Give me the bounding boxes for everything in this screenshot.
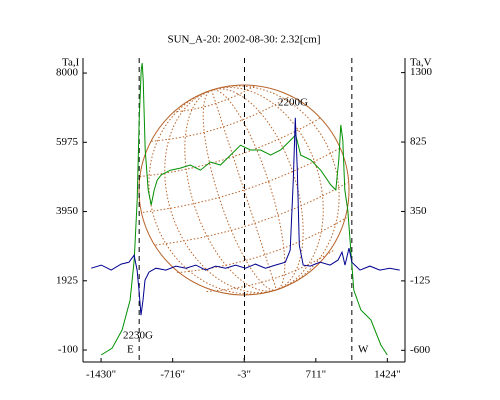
y2-tick-label: -600: [410, 344, 431, 356]
x-tick-label: 1424": [374, 369, 401, 381]
y2-axis-label: Ta,V: [410, 57, 432, 69]
y-tick-label: 3950: [56, 205, 79, 217]
annotation: E: [127, 344, 134, 356]
axes-frame: [82, 58, 406, 363]
y-tick-label: 5975: [56, 136, 79, 148]
annotation: 2230G: [123, 330, 153, 342]
x-tick-label: -3": [237, 369, 251, 381]
y2-tick-label: 825: [410, 136, 427, 148]
x-tick-label: -1430": [86, 369, 116, 381]
annotation: 2200G: [278, 97, 308, 109]
annotation: W: [358, 344, 369, 356]
chart-title: SUN_A-20: 2002-08-30: 2.32[cm]: [167, 34, 320, 46]
y2-tick-label: -125: [410, 274, 431, 286]
series-line: [91, 117, 400, 316]
y2-tick-label: 1300: [410, 66, 433, 78]
y-axis-label: Ta,I: [62, 57, 80, 69]
x-tick-label: 711": [306, 369, 327, 381]
y2-tick-label: 350: [410, 205, 427, 217]
x-tick-label: -716": [160, 369, 185, 381]
y-tick-label: 1925: [56, 274, 79, 286]
y-tick-label: 8000: [56, 67, 79, 79]
series-line: [100, 63, 388, 356]
y-tick-label: -100: [58, 344, 79, 356]
globe: [138, 84, 350, 296]
